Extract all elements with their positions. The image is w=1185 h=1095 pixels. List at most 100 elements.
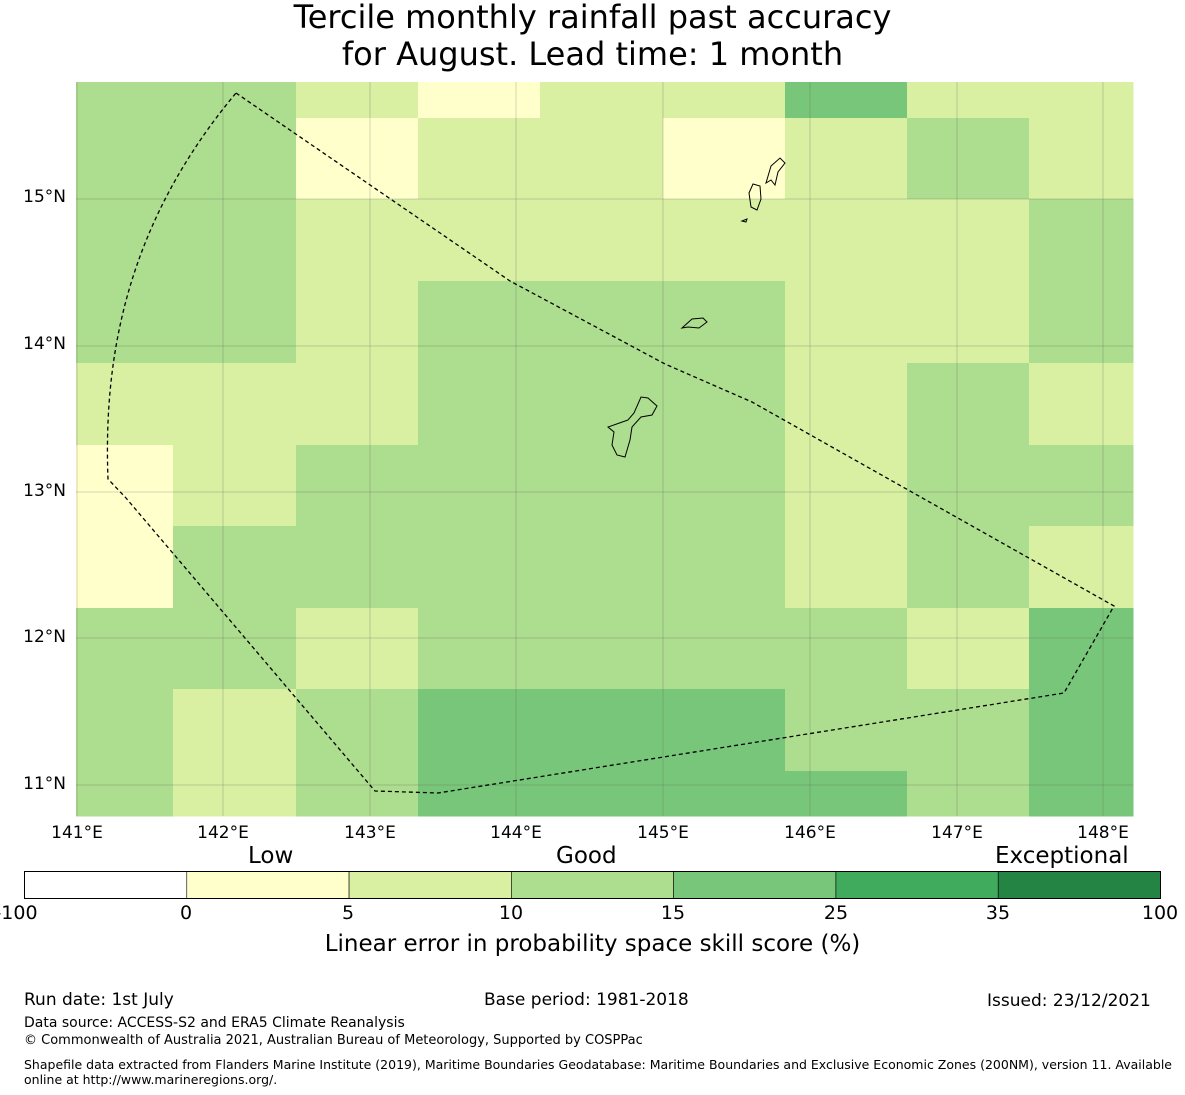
grid-cell [785, 689, 908, 772]
map-title-line-1: Tercile monthly rainfall past accuracy [293, 0, 892, 36]
grid-cell [296, 363, 419, 446]
grid-cell [907, 199, 1030, 282]
grid-cell [907, 445, 1030, 527]
colorbar-segment [348, 871, 512, 899]
grid-cell [76, 771, 174, 817]
lon-label-144e: 144°E [490, 823, 542, 843]
grid-cell [1029, 771, 1134, 817]
grid-cell [907, 363, 1030, 446]
grid-cell [907, 771, 1030, 817]
data-source: Data source: ACCESS-S2 and ERA5 Climate … [24, 1015, 405, 1031]
grid-cell [296, 526, 419, 609]
grid-cell [418, 689, 541, 772]
colorbar-segment [835, 871, 999, 899]
grid-cell [76, 526, 174, 609]
grid-cell [76, 199, 174, 282]
eez-boundary [106, 92, 1115, 794]
grid-cell [76, 689, 174, 772]
grid-cell [1029, 526, 1134, 609]
grid-cell [1029, 445, 1134, 527]
grid-cell [76, 363, 174, 446]
grid-cell [785, 445, 908, 527]
colorbar-segments [24, 871, 1161, 899]
grid-cell [540, 445, 664, 527]
grid-cell [785, 608, 908, 690]
grid-cell [418, 445, 541, 527]
colorbar-segment [24, 871, 188, 899]
grid-cell [173, 281, 297, 364]
grid-cell [663, 118, 786, 200]
colorbar-label: Linear error in probability space skill … [324, 931, 861, 957]
colorbar [24, 871, 1161, 899]
category-low-label: Low [248, 843, 294, 869]
grid-cell [540, 608, 664, 690]
colorbar-tick-5: 5 [341, 902, 355, 924]
category-exceptional-label: Exceptional [995, 843, 1129, 869]
grid-cell [173, 608, 297, 690]
colorbar-tick-35: 35 [985, 902, 1011, 924]
grid-cell [296, 771, 419, 817]
colorbar-tick-minus100: -100 [0, 902, 38, 924]
grid-cell [540, 82, 664, 119]
map-frame [76, 82, 1133, 816]
grid-cell [418, 363, 541, 446]
grid-cell [540, 363, 664, 446]
run-date: Run date: 1st July [24, 990, 174, 1010]
grid-cell [76, 608, 174, 690]
lon-label-142e: 142°E [197, 823, 249, 843]
grid-cell [173, 118, 297, 200]
lat-label-12n: 12°N [23, 627, 66, 647]
grid-cell [296, 199, 419, 282]
rota-coastline [680, 317, 708, 329]
grid-cell [907, 689, 1030, 772]
grid-cell [663, 608, 786, 690]
lon-label-145e: 145°E [637, 823, 689, 843]
grid-cell [173, 445, 297, 527]
grid-cell [1029, 199, 1134, 282]
grid-cell [296, 608, 419, 690]
grid-cell [907, 608, 1030, 690]
grid-cell [76, 118, 174, 200]
issued-date: Issued: 23/12/2021 [987, 991, 1151, 1011]
grid-cell [76, 82, 174, 119]
colorbar-segment [511, 871, 674, 899]
grid-cell [785, 363, 908, 446]
colorbar-tick-10: 10 [498, 902, 524, 924]
colorbar-tick-0: 0 [179, 902, 193, 924]
grid-cell [785, 118, 908, 200]
lat-label-11n: 11°N [23, 774, 66, 794]
lat-label-14n: 14°N [23, 334, 66, 354]
grid-cell [296, 689, 419, 772]
grid-cell [663, 363, 786, 446]
grid-cell [663, 526, 786, 609]
grid-cell [76, 281, 174, 364]
grid-cell [785, 199, 908, 282]
grid-cell [418, 281, 541, 364]
lon-label-143e: 143°E [344, 823, 396, 843]
grid-cell [173, 199, 297, 282]
aguijan-coastline [740, 218, 748, 223]
lon-label-148e: 148°E [1077, 823, 1129, 843]
grid-cell [540, 118, 664, 200]
grid-cell [173, 363, 297, 446]
coastlines [607, 157, 786, 458]
grid-cell [663, 199, 786, 282]
grid-cell [907, 118, 1030, 200]
lat-label-15n: 15°N [23, 187, 66, 207]
lat-label-13n: 13°N [23, 481, 66, 501]
tinian-coastline [748, 183, 762, 211]
grid-cell [785, 526, 908, 609]
base-period: Base period: 1981-2018 [484, 990, 689, 1010]
grid-cell [418, 199, 541, 282]
grid-cell [1029, 608, 1134, 690]
colorbar-tick-25: 25 [823, 902, 849, 924]
grid-cell [540, 281, 664, 364]
category-good-label: Good [556, 843, 617, 869]
grid-cell [663, 689, 786, 772]
grid-cell [540, 771, 664, 817]
grid-cell [785, 771, 908, 817]
colorbar-segment [673, 871, 837, 899]
colorbar-tick-15: 15 [660, 902, 686, 924]
grid-cell [418, 771, 541, 817]
lon-label-141e: 141°E [51, 823, 103, 843]
